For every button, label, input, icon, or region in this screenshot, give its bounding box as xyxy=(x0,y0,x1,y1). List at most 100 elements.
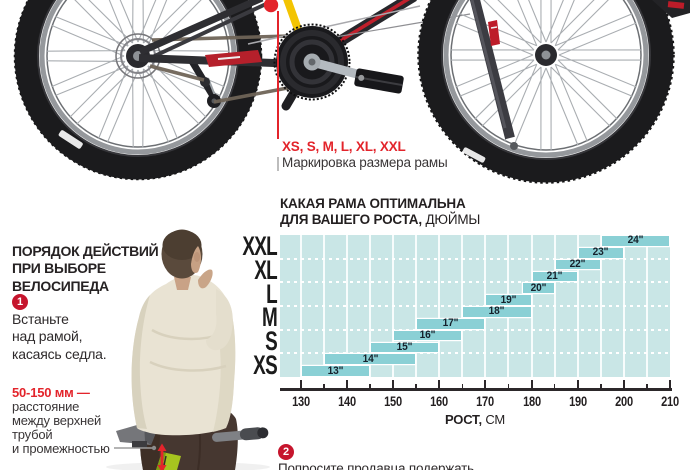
gap-note-line1: расстояние xyxy=(12,399,80,414)
x-axis-minor-tick xyxy=(646,384,648,388)
x-axis-tick-label: 210 xyxy=(661,394,679,409)
chart-group-label: XL xyxy=(254,254,277,285)
x-axis-tick xyxy=(392,379,395,388)
rim-logo xyxy=(462,147,486,163)
x-axis-minor-tick xyxy=(323,384,325,388)
procedure-heading-line1: ПОРЯДОК ДЕЙСТВИЙ xyxy=(12,243,159,259)
pedal xyxy=(354,68,404,94)
chart-bar-label: 16" xyxy=(419,329,436,342)
front-fork xyxy=(469,0,515,140)
gap-note-line4: и промежностью xyxy=(12,441,110,456)
x-axis-line xyxy=(280,388,672,391)
person-over-bike-photo xyxy=(106,229,270,470)
hand xyxy=(198,269,213,289)
gap-note-line3: трубой xyxy=(12,427,53,442)
chart-bar-label: 13" xyxy=(327,364,344,377)
frame-tubes xyxy=(138,0,471,68)
frame-size-callout-line xyxy=(277,11,279,139)
procedure-heading-line2: ПРИ ВЫБОРЕ xyxy=(12,260,106,277)
rear-derailleur xyxy=(187,56,221,109)
chart-group-separator xyxy=(280,352,670,355)
x-axis-tick xyxy=(576,379,579,388)
chart-bar: 17" xyxy=(417,317,485,330)
frame-size-caption: Маркировка размера рамы xyxy=(282,155,448,170)
chart-title-line2-bold: ДЛЯ ВАШЕГО РОСТА, xyxy=(280,211,422,227)
x-axis-tick xyxy=(530,379,533,388)
chart-bar: 21" xyxy=(532,270,577,281)
procedure-heading: ПОРЯДОК ДЕЙСТВИЙ ПРИ ВЫБОРЕ ВЕЛОСИПЕДА xyxy=(12,243,159,295)
step-1-line1: Встаньте xyxy=(12,311,69,327)
x-axis-minor-tick xyxy=(415,384,417,388)
crankset xyxy=(273,23,404,111)
chart-group-separator xyxy=(280,328,670,331)
chart-title-line1: КАКАЯ РАМА ОПТИМАЛЬНА xyxy=(280,196,466,211)
chart-bar-label: 19" xyxy=(500,293,517,306)
chart-bar: 15" xyxy=(371,340,439,353)
chart-bar: 13" xyxy=(301,364,369,377)
chart-bar: 14" xyxy=(324,353,416,364)
step-1-line3: касаясь седла. xyxy=(12,345,107,362)
caption-tick xyxy=(277,157,279,171)
x-axis-tick xyxy=(622,379,625,388)
x-axis-minor-tick xyxy=(369,384,371,388)
x-axis-tick-label: 180 xyxy=(522,394,541,409)
x-axis-tick-label: 150 xyxy=(384,394,402,409)
x-axis-tick xyxy=(299,379,302,388)
x-axis-tick-label: 130 xyxy=(291,394,310,409)
x-axis-tick xyxy=(484,379,487,388)
x-axis-minor-tick xyxy=(461,384,464,388)
step-2-text: Попросите продавца подержать xyxy=(278,461,474,470)
chart-group-label: M xyxy=(261,302,278,333)
chart-bar: 19" xyxy=(486,293,531,306)
x-axis-tick-label: 140 xyxy=(338,394,356,409)
x-axis-minor-tick xyxy=(553,384,556,388)
x-axis-tick-label: 170 xyxy=(476,394,495,409)
chart-bar-label: 23" xyxy=(593,246,609,259)
chart-bar-label: 24" xyxy=(627,234,644,247)
gap-note-line2: между верхней xyxy=(12,413,102,428)
frame-size-marker-dot xyxy=(263,0,279,13)
x-axis-minor-tick xyxy=(507,384,510,388)
gap-note-value: 50-150 мм — xyxy=(12,385,90,400)
folded-arm xyxy=(206,289,233,351)
gap-pointer-line xyxy=(114,445,157,451)
x-axis-tick xyxy=(669,379,671,388)
person-head xyxy=(161,229,203,290)
chart-bar: 23" xyxy=(578,246,623,259)
chart-bar-label: 20" xyxy=(530,281,547,294)
chart-bar: 24" xyxy=(601,234,669,247)
step-1-line2: над рамой, xyxy=(12,328,83,345)
chart-group-separator xyxy=(280,305,670,307)
rim-logo xyxy=(58,130,83,149)
x-axis-tick-label: 200 xyxy=(614,394,633,409)
x-axis-tick-label: 160 xyxy=(430,394,449,409)
chart-bar-label: 18" xyxy=(489,305,505,318)
rear-wheel xyxy=(13,0,263,181)
procedure-heading-line3: ВЕЛОСИПЕДА xyxy=(12,277,109,294)
x-axis-caption: РОСТ, СМ xyxy=(280,412,670,427)
frame-size-codes: XS, S, M, L, XL, XXL xyxy=(282,139,406,154)
chart-bar: 16" xyxy=(394,329,462,342)
x-axis-caption-bold: РОСТ, xyxy=(444,412,482,427)
chart-bar: 18" xyxy=(463,305,531,318)
chart-bar: 22" xyxy=(555,258,600,271)
chart-bar-label: 22" xyxy=(569,258,586,271)
chart-title-line2: ДЛЯ ВАШЕГО РОСТА, ДЮЙМЫ xyxy=(280,212,480,228)
x-axis-tick-label: 190 xyxy=(568,394,587,409)
chart-bar-label: 17" xyxy=(442,317,459,330)
chart-group-label: S xyxy=(265,325,278,356)
chart-bar-label: 15" xyxy=(396,340,413,353)
person-torso xyxy=(131,269,236,436)
chart-group-separator xyxy=(280,281,670,284)
front-wheel xyxy=(417,0,675,184)
chart-title-line2-regular: ДЮЙМЫ xyxy=(421,211,481,227)
chart-group-label: L xyxy=(266,278,278,309)
gap-note: 50-150 мм — расстояние между верхней тру… xyxy=(12,386,110,456)
chart-group-label: XS xyxy=(253,349,278,380)
x-axis-minor-tick xyxy=(600,384,602,388)
handlebar xyxy=(212,427,269,442)
frame-fragment-top-right xyxy=(652,0,690,18)
x-axis-caption-regular: СМ xyxy=(481,412,506,427)
x-axis-tick xyxy=(438,379,441,388)
